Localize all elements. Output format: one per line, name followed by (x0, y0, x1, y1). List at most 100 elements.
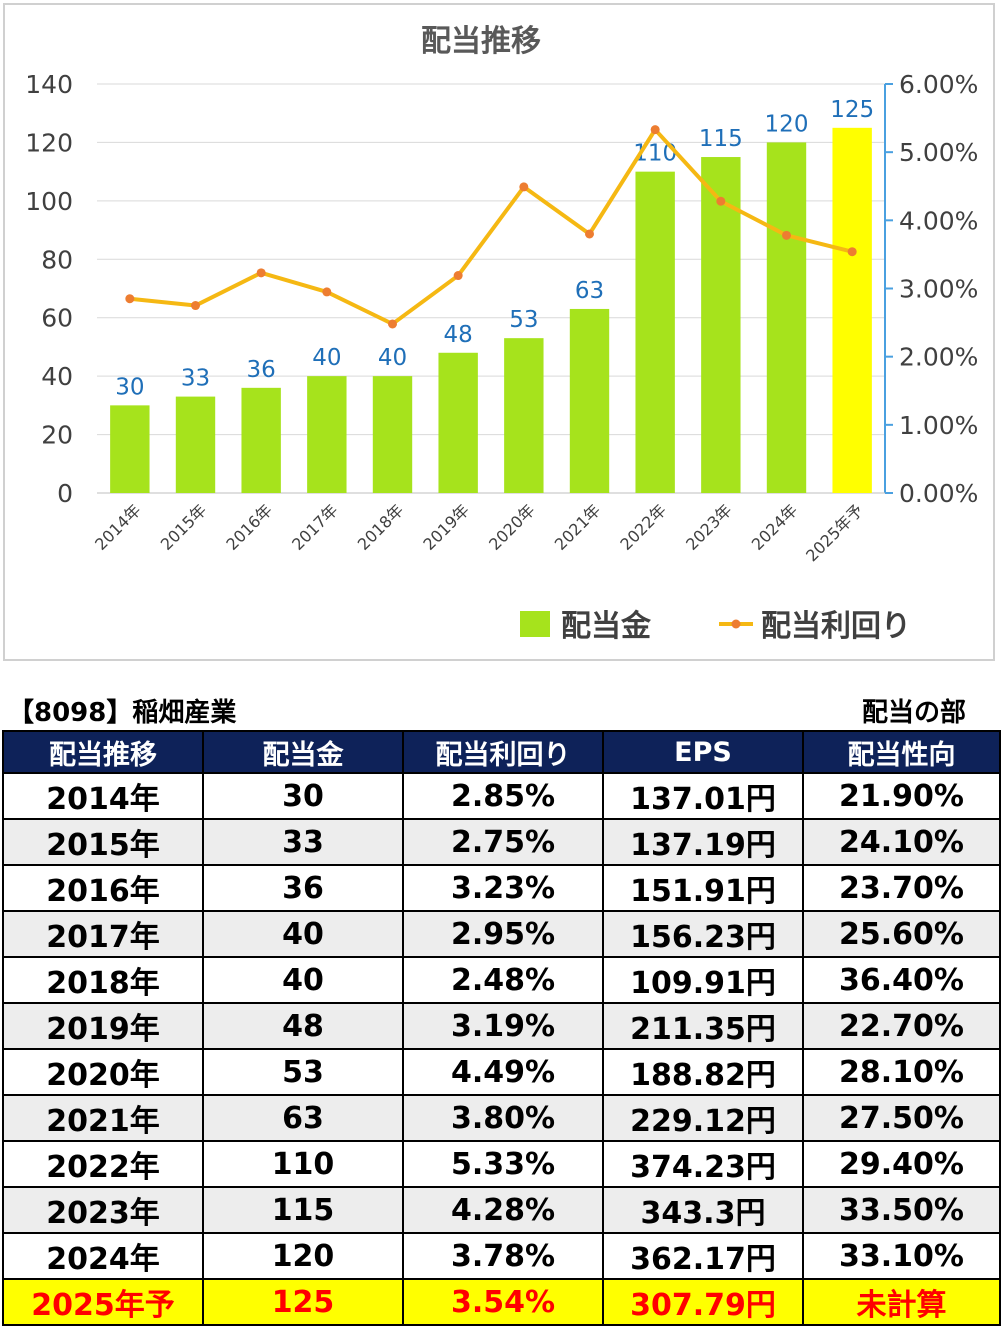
y-left-tick-label: 100 (25, 187, 73, 216)
dividend-chart: 配当推移 0 20 40 60 80 100 120 140 0.00% 1.00% 2.00% 3.0… (25, 24, 978, 644)
x-tick-label: 2021年 (551, 500, 605, 554)
cell-dividend: 36 (202, 864, 404, 912)
table-row: 2024年 120 3.78% 362.17円 33.10% (2, 1232, 1001, 1280)
cell-payout: 21.90% (802, 772, 1001, 820)
cell-dividend: 30 (202, 772, 404, 820)
cell-year: 2014年 (2, 772, 204, 820)
cell-dividend: 33 (202, 818, 404, 866)
cell-payout: 33.50% (802, 1186, 1001, 1234)
cell-eps: 211.35円 (602, 1002, 804, 1050)
y-left-tick-label: 0 (57, 479, 73, 508)
cell-eps: 109.91円 (602, 956, 804, 1004)
cell-yield: 4.28% (402, 1186, 604, 1234)
cell-yield: 2.85% (402, 772, 604, 820)
company-title: 【8098】稲畑産業 (8, 698, 237, 728)
x-tick-label: 2014年 (91, 500, 145, 554)
y-left-tick-label: 40 (41, 362, 73, 391)
cell-year: 2023年 (2, 1186, 204, 1234)
cell-yield: 3.80% (402, 1094, 604, 1142)
col-header-year: 配当推移 (2, 730, 204, 774)
cell-payout: 28.10% (802, 1048, 1001, 1096)
cell-yield: 2.95% (402, 910, 604, 958)
yield-line (129, 127, 853, 326)
bar-data-label: 36 (247, 357, 276, 383)
cell-dividend: 40 (202, 910, 404, 958)
cell-yield: 3.78% (402, 1232, 604, 1280)
table-row: 2019年 48 3.19% 211.35円 22.70% (2, 1002, 1001, 1050)
legend-marker-yield (731, 619, 741, 629)
bar (241, 387, 281, 493)
cell-dividend: 53 (202, 1048, 404, 1096)
y-left-tick-label: 20 (41, 421, 73, 450)
col-header-eps: EPS (602, 730, 804, 774)
x-tick-label: 2016年 (222, 500, 276, 554)
x-tick-label: 2025年予 (802, 500, 867, 565)
cell-dividend: 110 (202, 1140, 404, 1188)
cell-year: 2015年 (2, 818, 204, 866)
bar (701, 157, 741, 494)
cell-year: 2017年 (2, 910, 204, 958)
cell-payout: 36.40% (802, 956, 1001, 1004)
bar-data-label: 125 (830, 97, 874, 123)
cell-year: 2022年 (2, 1140, 204, 1188)
cell-yield: 2.75% (402, 818, 604, 866)
x-tick-label: 2024年 (748, 500, 802, 554)
cell-eps: 362.17円 (602, 1232, 804, 1280)
table-header-row: 配当推移 配当金 配当利回り EPS 配当性向 (2, 730, 1001, 774)
bar-data-label: 30 (115, 374, 144, 400)
cell-eps: 374.23円 (602, 1140, 804, 1188)
bar (766, 142, 807, 493)
col-header-payout: 配当性向 (802, 730, 1001, 774)
section-title: 配当の部 (861, 698, 966, 728)
dividend-table: 配当推移 配当金 配当利回り EPS 配当性向 2014年 30 2.85% 137.… (2, 730, 1001, 1326)
cell-dividend: 40 (202, 956, 404, 1004)
table-row: 2016年 36 3.23% 151.91円 23.70% (2, 864, 1001, 912)
table-row: 2018年 40 2.48% 109.91円 36.40% (2, 956, 1001, 1004)
bar-data-label: 115 (699, 126, 743, 152)
yield-point (256, 268, 266, 278)
yield-point (519, 182, 529, 192)
yield-point (847, 247, 857, 257)
cell-payout: 22.70% (802, 1002, 1001, 1050)
cell-eps: 307.79円 (602, 1278, 804, 1326)
cell-payout: 23.70% (802, 864, 1001, 912)
cell-year: 2019年 (2, 1002, 204, 1050)
cell-yield: 3.23% (402, 864, 604, 912)
table-row: 2021年 63 3.80% 229.12円 27.50% (2, 1094, 1001, 1142)
x-tick-label: 2018年 (354, 500, 408, 554)
y-right-tick-label: 3.00% (899, 275, 978, 304)
cell-eps: 137.01円 (602, 772, 804, 820)
chart-title: 配当推移 (421, 24, 541, 59)
cell-dividend: 48 (202, 1002, 404, 1050)
yield-point (322, 287, 332, 297)
y-left-tick-label: 60 (41, 304, 73, 333)
cell-yield: 3.54% (402, 1278, 604, 1326)
y-right-tick-label: 2.00% (899, 343, 978, 372)
bar (307, 376, 347, 493)
cell-eps: 229.12円 (602, 1094, 804, 1142)
bar-data-label: 120 (765, 111, 809, 137)
yield-point (716, 196, 726, 206)
y-right-tick-label: 6.00% (899, 70, 978, 99)
cell-dividend: 63 (202, 1094, 404, 1142)
cell-dividend: 125 (202, 1278, 404, 1326)
table-row: 2020年 53 4.49% 188.82円 28.10% (2, 1048, 1001, 1096)
y-left-tick-label: 140 (25, 70, 73, 99)
table-row: 2025年予 125 3.54% 307.79円 未計算 (2, 1278, 1001, 1326)
bar (175, 396, 216, 493)
y-right-tick-label: 1.00% (899, 411, 978, 440)
cell-eps: 343.3円 (602, 1186, 804, 1234)
x-tick-label: 2015年 (157, 500, 211, 554)
y-right-tick-label: 0.00% (899, 479, 978, 508)
bar (372, 376, 413, 493)
yield-point (585, 229, 594, 239)
cell-year: 2024年 (2, 1232, 204, 1280)
cell-eps: 137.19円 (602, 818, 804, 866)
x-tick-label: 2022年 (616, 500, 670, 554)
yield-point (650, 125, 660, 135)
chart-frame: 配当推移 0 20 40 60 80 100 120 140 0.00% 1.00% 2.00% 3.0… (3, 3, 995, 661)
col-header-yield: 配当利回り (402, 730, 604, 774)
cell-dividend: 120 (202, 1232, 404, 1280)
bar-data-label: 63 (575, 278, 604, 304)
legend-swatch-dividend (520, 611, 550, 637)
